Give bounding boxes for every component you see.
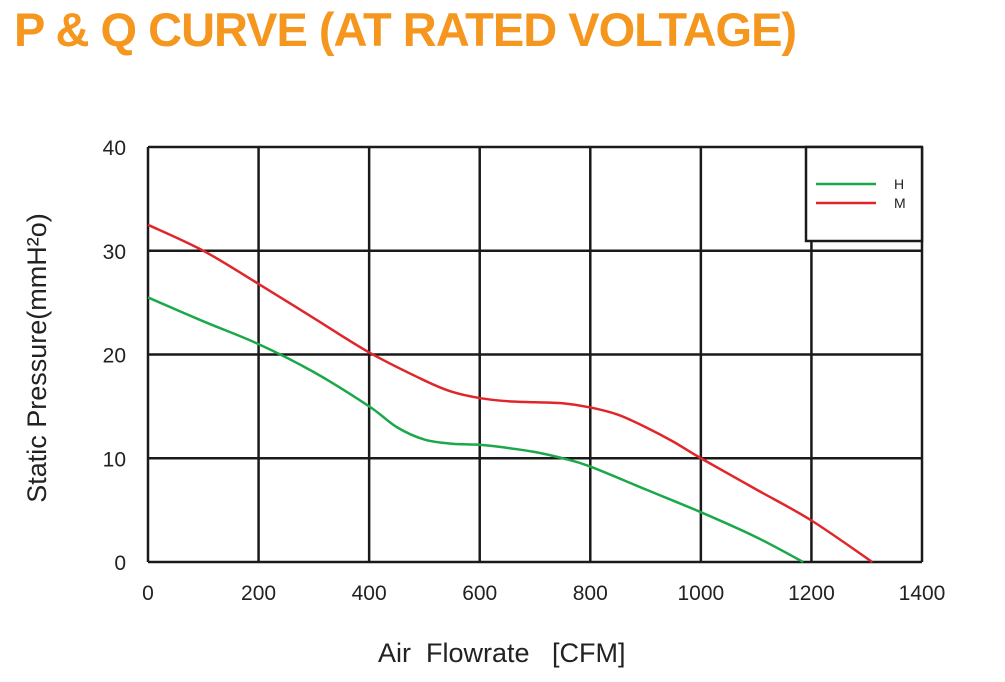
legend-box	[804, 145, 924, 243]
x-tick-label: 1200	[788, 582, 835, 605]
y-tick-label: 10	[103, 448, 126, 471]
y-axis-ticks: 0 10 20 30 40	[103, 137, 126, 575]
x-tick-label: 400	[352, 582, 387, 605]
series-line-h	[147, 296, 804, 564]
y-tick-label: 20	[103, 345, 126, 368]
series-line-m	[147, 223, 873, 564]
x-tick-label: 600	[462, 582, 497, 605]
x-tick-label: 200	[241, 582, 276, 605]
legend-label-m: M	[894, 195, 906, 211]
x-tick-label: 0	[142, 582, 154, 605]
y-tick-label: 40	[103, 137, 126, 160]
series-lines	[147, 223, 873, 564]
x-axis-label: Air Flowrate [CFM]	[378, 638, 626, 668]
x-axis-ticks: 0 200 400 600 800 1000 1200 1400	[142, 582, 945, 605]
chart-title: P & Q CURVE (AT RATED VOLTAGE)	[14, 3, 797, 56]
legend: HM	[804, 145, 924, 243]
y-tick-label: 0	[114, 552, 126, 575]
y-tick-label: 30	[103, 241, 126, 264]
y-axis-label: Static Pressure(mmH²o)	[22, 213, 52, 503]
x-tick-label: 1000	[677, 582, 724, 605]
x-tick-label: 800	[573, 582, 608, 605]
legend-label-h: H	[894, 176, 904, 192]
x-tick-label: 1400	[899, 582, 946, 605]
